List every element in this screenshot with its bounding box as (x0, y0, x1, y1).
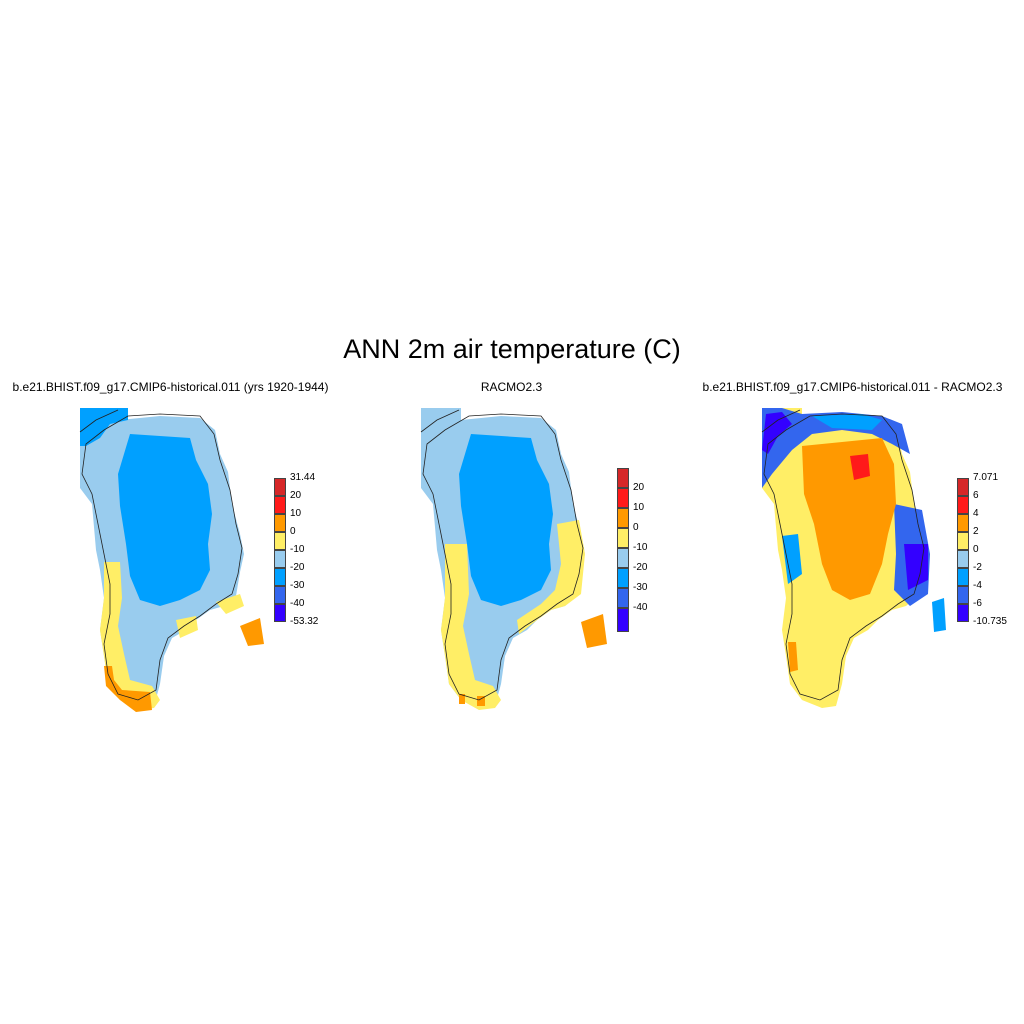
figure-title: ANN 2m air temperature (C) (343, 334, 681, 364)
colorbar-box (274, 514, 286, 532)
colorbar-label: -6 (973, 598, 982, 609)
colorbar-label: -53.32 (290, 616, 319, 627)
colorbar-box (617, 488, 629, 508)
colorbar-box (957, 604, 969, 622)
colorbar-label: 0 (633, 522, 639, 533)
colorbar-box (617, 568, 629, 588)
colorbar-label: 0 (973, 544, 979, 555)
colorbar-label: -20 (290, 562, 305, 573)
colorbar-label: 10 (290, 508, 302, 519)
panel-obs: RACMO2.3 20 10 0 -10 -20 -30 -40 (341, 380, 682, 720)
colorbar-label: -10.735 (973, 616, 1007, 627)
greenland-map (420, 408, 607, 710)
panel-title: b.e21.BHIST.f09_g17.CMIP6-historical.011… (12, 380, 329, 394)
colorbar-label: 10 (633, 502, 645, 513)
colorbar-box (957, 550, 969, 568)
colorbar-box (274, 478, 286, 496)
colorbar-label: -10 (290, 544, 305, 555)
colorbar-box (274, 586, 286, 604)
colorbar-box (957, 514, 969, 532)
colorbar-label: -20 (633, 562, 648, 573)
colorbar-box (274, 568, 286, 586)
colorbar-box (274, 496, 286, 514)
colorbar-label: -40 (633, 602, 648, 613)
panel-title: b.e21.BHIST.f09_g17.CMIP6-historical.011… (702, 380, 1003, 394)
colorbar-label: -2 (973, 562, 982, 573)
colorbar-box (617, 548, 629, 568)
colorbar-label: -30 (633, 582, 648, 593)
colorbar-label: 2 (973, 526, 979, 537)
colorbar-box (957, 478, 969, 496)
colorbar-box (957, 586, 969, 604)
colorbar-box (274, 604, 286, 622)
colorbar-box (274, 550, 286, 568)
colorbar-box (617, 588, 629, 608)
colorbar-box (957, 568, 969, 586)
colorbar-box (617, 468, 629, 488)
colorbar-label: 4 (973, 508, 979, 519)
greenland-map (761, 408, 946, 708)
colorbar-box (617, 608, 629, 632)
colorbar-label: 7.071 (973, 472, 999, 483)
greenland-map (79, 408, 264, 712)
panel-diff: b.e21.BHIST.f09_g17.CMIP6-historical.011… (682, 380, 1023, 720)
colorbar-label: 31.44 (290, 472, 316, 483)
colorbar-label: -40 (290, 598, 305, 609)
panel-model: b.e21.BHIST.f09_g17.CMIP6-historical.011… (0, 380, 341, 720)
colorbar-label: 20 (290, 490, 302, 501)
colorbar-label: -4 (973, 580, 982, 591)
colorbar-box (957, 532, 969, 550)
panel-title: RACMO2.3 (480, 380, 543, 394)
colorbar-box (617, 528, 629, 548)
colorbar-box (274, 532, 286, 550)
colorbar-label: 6 (973, 490, 979, 501)
colorbar-box (617, 508, 629, 528)
colorbar-label: 20 (633, 482, 645, 493)
colorbar-label: 0 (290, 526, 296, 537)
colorbar-box (957, 496, 969, 514)
colorbar-label: -30 (290, 580, 305, 591)
colorbar-label: -10 (633, 542, 648, 553)
